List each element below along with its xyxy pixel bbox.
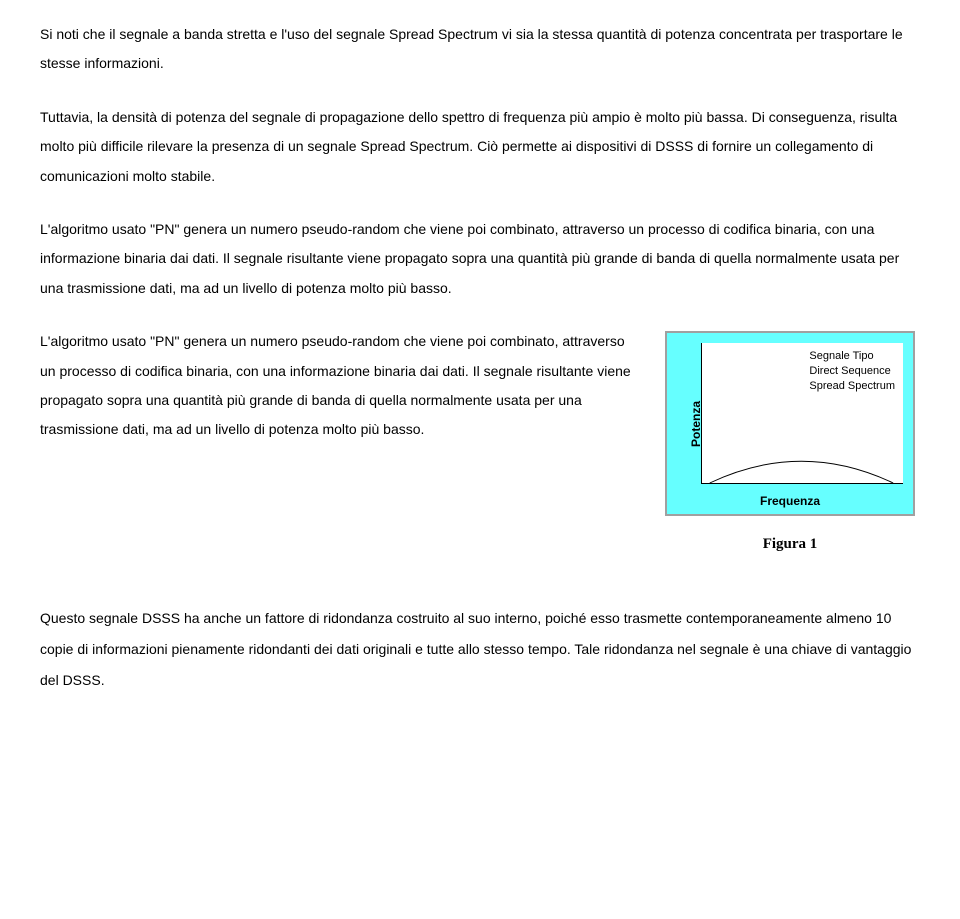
figure-section: L'algoritmo usato "PN" genera un numero … — [40, 327, 920, 553]
chart-xlabel: Frequenza — [760, 494, 820, 508]
chart-plot-area: Segnale Tipo Direct Sequence Spread Spec… — [701, 343, 903, 484]
figure-caption: Figura 1 — [763, 536, 818, 553]
curve-path — [710, 461, 893, 483]
spectrum-chart: Potenza Segnale Tipo Direct Sequence Spr… — [665, 331, 915, 516]
paragraph-2: Tuttavia, la densità di potenza del segn… — [40, 103, 920, 191]
figure-column: Potenza Segnale Tipo Direct Sequence Spr… — [660, 327, 920, 553]
paragraph-5: Questo segnale DSSS ha anche un fattore … — [40, 603, 920, 695]
paragraph-4: L'algoritmo usato "PN" genera un numero … — [40, 327, 636, 445]
paragraph-1: Si noti che il segnale a banda stretta e… — [40, 20, 920, 79]
spectrum-curve — [702, 343, 901, 483]
paragraph-3: L'algoritmo usato "PN" genera un numero … — [40, 215, 920, 303]
